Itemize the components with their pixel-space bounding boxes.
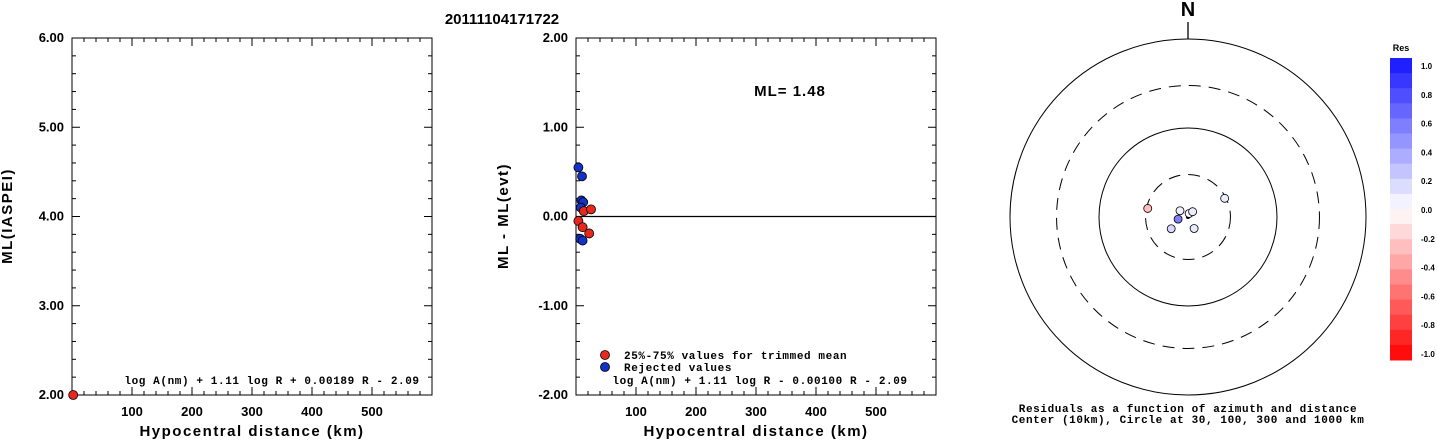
- colorbar-label: -1.0: [1421, 350, 1435, 359]
- residual-point: [577, 235, 588, 246]
- residual-y-tick-label: -2.00: [538, 387, 568, 402]
- station-residuals: [1143, 193, 1230, 234]
- residual-y-tick-label: 2.00: [543, 30, 568, 45]
- colorbar-swatch: [1390, 209, 1412, 225]
- residual-plot-points: [573, 162, 596, 246]
- residual-formula: log A(nm) + 1.11 log R - 0.00100 R - 2.0…: [612, 376, 907, 388]
- station-residual-marker: [1175, 206, 1185, 216]
- magnitude-plot: 100 200 300 400 500 2.00 3.00 4.00 5.00 6.00 log …: [0, 30, 433, 440]
- distance-rings: [1009, 38, 1367, 396]
- colorbar-swatch: [1390, 163, 1412, 180]
- magnitude-formula: log A(nm) + 1.11 log R + 0.00189 R - 2.0…: [124, 376, 419, 388]
- colorbar-swatch: [1390, 269, 1412, 285]
- colorbar-swatch: [1390, 344, 1412, 361]
- legend-rejected-label: Rejected values: [624, 363, 732, 375]
- colorbar-label: -0.4: [1421, 264, 1435, 273]
- magnitude-y-tick-label: 2.00: [39, 387, 64, 402]
- magnitude-point: [68, 390, 79, 400]
- residual-x-tick-label: 300: [745, 404, 767, 419]
- residual-point: [584, 228, 595, 239]
- colorbar-swatch: [1390, 314, 1412, 331]
- magnitude-y-tick-label: 6.00: [39, 30, 64, 45]
- residual-point: [577, 171, 587, 182]
- colorbar-swatch: [1390, 148, 1412, 165]
- residual-x-axis-title: Hypocentral distance (km): [643, 423, 868, 440]
- magnitude-x-tick-label: 300: [241, 404, 263, 419]
- colorbar-swatch: [1390, 133, 1412, 150]
- legend-rejected-marker: [600, 362, 610, 372]
- magnitude-y-tick-label: 3.00: [39, 298, 64, 313]
- residual-y-tick-label: -1.00: [538, 298, 568, 313]
- colorbar-swatch: [1390, 284, 1412, 301]
- colorbar-labels: 1.0 0.8 0.6 0.4 0.2 0.0 -0.2 -0.4 -0.6 -0.8 -1.0: [1421, 62, 1435, 359]
- colorbar-swatch: [1390, 73, 1412, 89]
- residual-plot: 100 200 300 400 500 -2.00 -1.00 0.00 1.00 2.00 ML…: [495, 30, 937, 440]
- residual-point: [577, 222, 588, 233]
- distance-ring-300km: [1056, 85, 1320, 349]
- station-residual-marker: [1173, 214, 1183, 224]
- magnitude-x-axis-title: Hypocentral distance (km): [139, 423, 364, 440]
- colorbar-swatch: [1390, 118, 1412, 134]
- magnitude-y-tick-label: 4.00: [39, 209, 64, 224]
- magnitude-y-tick-label: 5.00: [39, 119, 64, 134]
- colorbar-swatch: [1390, 329, 1412, 346]
- station-residual-marker: [1166, 224, 1176, 234]
- residual-y-tick-label: 1.00: [543, 119, 568, 134]
- colorbar-label: -0.8: [1421, 321, 1435, 330]
- distance-ring-30km: [1145, 174, 1231, 260]
- figure-title: 20111104171722: [445, 11, 559, 28]
- colorbar-label: 1.0: [1421, 62, 1433, 71]
- magnitude-plot-ticks: 100 200 300 400 500 2.00 3.00 4.00 5.00 6.00: [39, 30, 432, 419]
- colorbar-swatch: [1390, 103, 1412, 119]
- colorbar-label: -0.2: [1421, 235, 1435, 244]
- colorbar-label: -0.6: [1421, 292, 1435, 301]
- colorbar-swatches: [1390, 58, 1412, 361]
- distance-ring-1000km: [1009, 38, 1367, 396]
- legend-trimmed-marker: [600, 350, 610, 360]
- magnitude-x-tick-label: 500: [361, 404, 383, 419]
- residual-x-tick-label: 500: [865, 404, 887, 419]
- station-residual-marker: [1188, 207, 1198, 217]
- residual-colorbar: Res 1.0 0.8 0.6 0.4 0.2 0.0 -0.2 -0.4 -0.6 -0.8 -1…: [1390, 43, 1435, 361]
- colorbar-label: 0.2: [1421, 177, 1433, 186]
- legend-trimmed-label: 25%-75% values for trimmed mean: [624, 351, 847, 363]
- colorbar-title: Res: [1393, 43, 1410, 53]
- colorbar-label: 0.4: [1421, 148, 1433, 157]
- colorbar-swatch: [1390, 88, 1412, 104]
- residual-x-tick-label: 100: [625, 404, 647, 419]
- azimuth-caption-line2: Center (10km), Circle at 30, 100, 300 an…: [1012, 415, 1365, 427]
- magnitude-x-tick-label: 100: [121, 404, 143, 419]
- colorbar-swatch: [1390, 299, 1412, 316]
- colorbar-swatch: [1390, 224, 1412, 240]
- station-residual-marker: [1189, 224, 1199, 233]
- station-residual-marker: [1143, 204, 1153, 213]
- magnitude-plot-points: [68, 390, 79, 400]
- colorbar-swatch: [1390, 193, 1412, 210]
- colorbar-swatch: [1390, 254, 1412, 270]
- residual-y-tick-label: 0.00: [543, 209, 568, 224]
- ml-annotation: ML= 1.48: [754, 83, 826, 100]
- residual-point: [586, 204, 596, 215]
- colorbar-swatch: [1390, 178, 1412, 195]
- colorbar-label: 0.6: [1421, 120, 1433, 129]
- azimuth-plot: N Residuals as a function of azimuth and…: [1009, 0, 1367, 427]
- magnitude-y-axis-title: ML(IASPEI): [0, 168, 16, 264]
- magnitude-x-tick-label: 400: [301, 404, 323, 419]
- residual-y-axis-title: ML - ML(evt): [495, 163, 512, 269]
- station-residual-marker: [1220, 193, 1230, 203]
- colorbar-label: 0.8: [1421, 91, 1433, 100]
- colorbar-label: 0.0: [1421, 206, 1433, 215]
- azimuth-caption-line1: Residuals as a function of azimuth and d…: [1019, 404, 1357, 416]
- colorbar-swatch: [1390, 239, 1412, 255]
- north-label: N: [1181, 0, 1195, 21]
- residual-plot-ticks: 100 200 300 400 500 -2.00 -1.00 0.00 1.00 2.00: [538, 30, 936, 419]
- residual-x-tick-label: 400: [805, 404, 827, 419]
- residual-point: [573, 162, 584, 173]
- distance-ring-100km: [1098, 127, 1278, 307]
- magnitude-plot-frame: [71, 37, 433, 396]
- residual-x-tick-label: 200: [685, 404, 707, 419]
- colorbar-swatch: [1390, 58, 1412, 74]
- magnitude-x-tick-label: 200: [181, 404, 203, 419]
